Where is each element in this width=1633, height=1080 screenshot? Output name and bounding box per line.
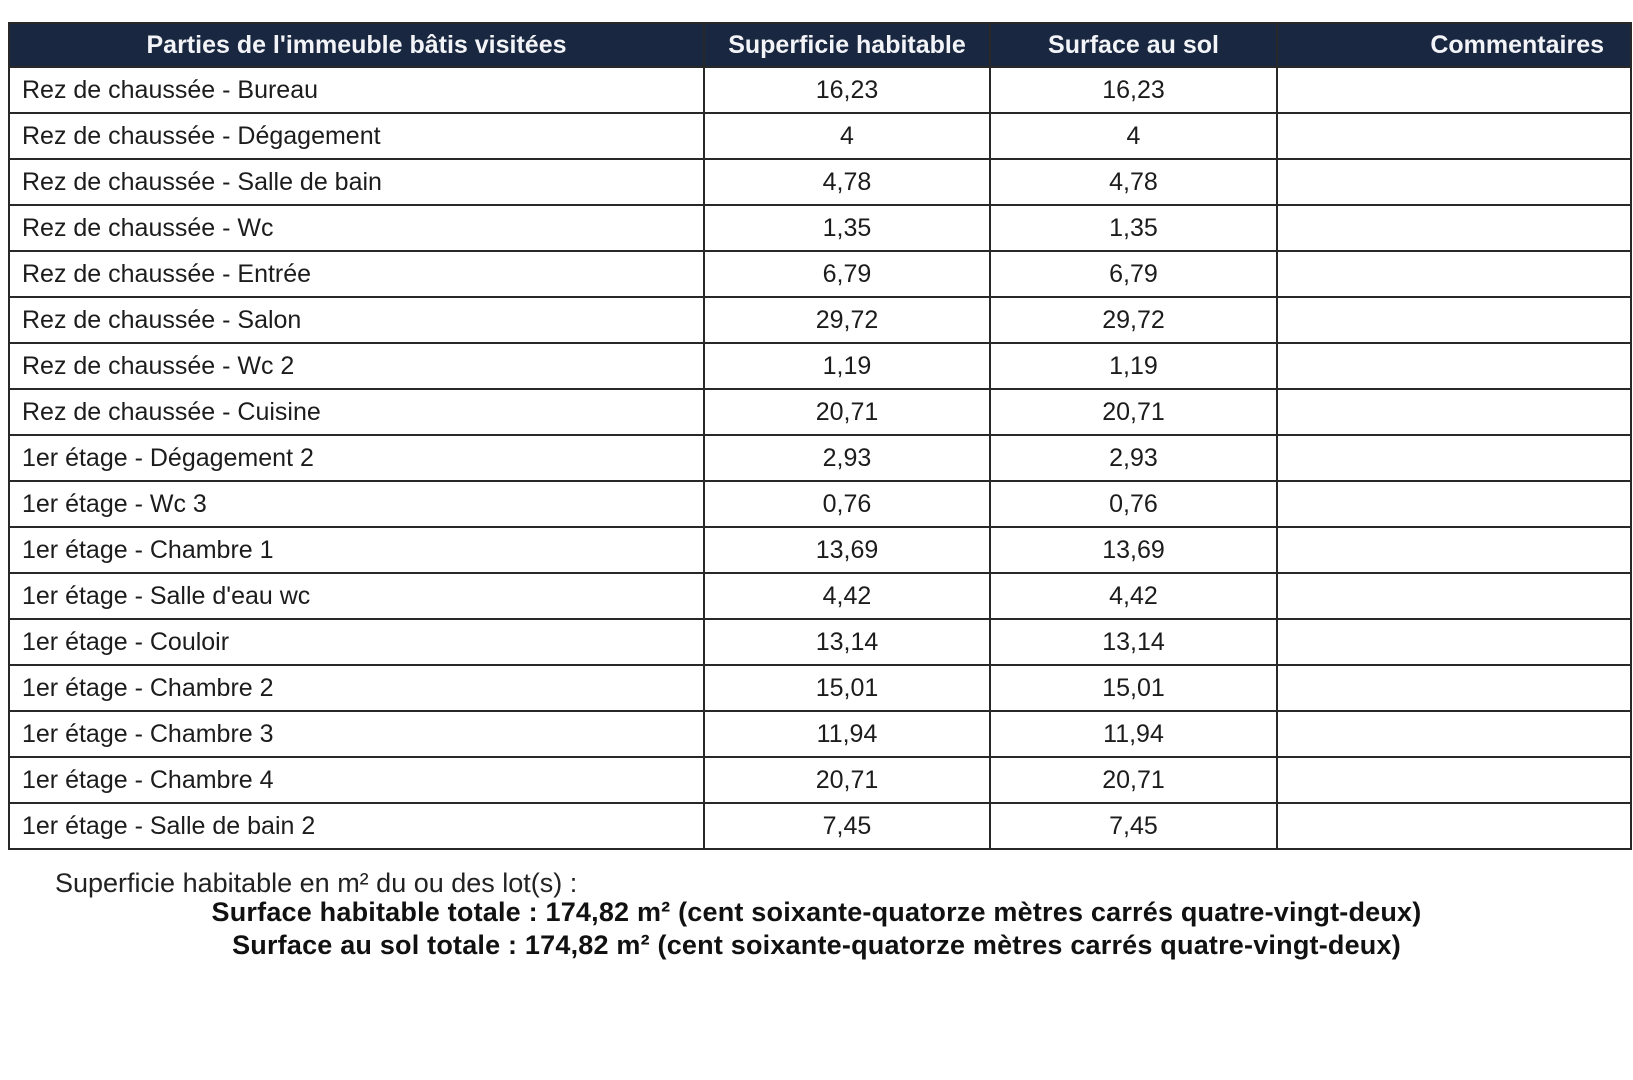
row-label: Rez de chaussée - Dégagement xyxy=(8,112,705,160)
row-surface-sol: 20,71 xyxy=(989,756,1278,804)
table-row: 1er étage - Chambre 2 15,01 15,01 xyxy=(8,664,1632,712)
row-superficie: 4 xyxy=(703,112,991,160)
table-row: 1er étage - Salle d'eau wc 4,42 4,42 xyxy=(8,572,1632,620)
row-label: Rez de chaussée - Entrée xyxy=(8,250,705,298)
header-row: Parties de l'immeuble bâtis visitées Sup… xyxy=(8,22,1632,68)
row-label: 1er étage - Dégagement 2 xyxy=(8,434,705,482)
row-surface-sol: 11,94 xyxy=(989,710,1278,758)
row-surface-sol: 4,42 xyxy=(989,572,1278,620)
table-row: 1er étage - Couloir 13,14 13,14 xyxy=(8,618,1632,666)
table-row: 1er étage - Dégagement 2 2,93 2,93 xyxy=(8,434,1632,482)
row-commentaire xyxy=(1276,158,1632,206)
row-commentaire xyxy=(1276,66,1632,114)
row-commentaire xyxy=(1276,480,1632,528)
row-superficie: 4,78 xyxy=(703,158,991,206)
row-superficie: 13,14 xyxy=(703,618,991,666)
row-superficie: 2,93 xyxy=(703,434,991,482)
row-surface-sol: 20,71 xyxy=(989,388,1278,436)
row-surface-sol: 7,45 xyxy=(989,802,1278,850)
table-header: Parties de l'immeuble bâtis visitées Sup… xyxy=(8,22,1632,68)
row-label: 1er étage - Chambre 4 xyxy=(8,756,705,804)
row-label: 1er étage - Chambre 2 xyxy=(8,664,705,712)
table-row: Rez de chaussée - Bureau 16,23 16,23 xyxy=(8,66,1632,114)
row-superficie: 15,01 xyxy=(703,664,991,712)
superficie-footnote: Superficie habitable en m² du ou des lot… xyxy=(55,868,578,898)
row-surface-sol: 15,01 xyxy=(989,664,1278,712)
row-label: Rez de chaussée - Salon xyxy=(8,296,705,344)
row-label: 1er étage - Salle d'eau wc xyxy=(8,572,705,620)
row-surface-sol: 2,93 xyxy=(989,434,1278,482)
row-surface-sol: 6,79 xyxy=(989,250,1278,298)
table-row: Rez de chaussée - Dégagement 4 4 xyxy=(8,112,1632,160)
row-commentaire xyxy=(1276,572,1632,620)
row-surface-sol: 4,78 xyxy=(989,158,1278,206)
row-superficie: 0,76 xyxy=(703,480,991,528)
row-superficie: 4,42 xyxy=(703,572,991,620)
table-row: Rez de chaussée - Wc 2 1,19 1,19 xyxy=(8,342,1632,390)
row-commentaire xyxy=(1276,526,1632,574)
row-surface-sol: 1,35 xyxy=(989,204,1278,252)
row-label: 1er étage - Wc 3 xyxy=(8,480,705,528)
row-commentaire xyxy=(1276,112,1632,160)
row-commentaire xyxy=(1276,388,1632,436)
row-commentaire xyxy=(1276,664,1632,712)
row-commentaire xyxy=(1276,342,1632,390)
header-surface-au-sol: Surface au sol xyxy=(989,22,1278,68)
row-superficie: 6,79 xyxy=(703,250,991,298)
row-commentaire xyxy=(1276,204,1632,252)
row-superficie: 20,71 xyxy=(703,388,991,436)
row-label: Rez de chaussée - Salle de bain xyxy=(8,158,705,206)
table-row: Rez de chaussée - Cuisine 20,71 20,71 xyxy=(8,388,1632,436)
row-label: Rez de chaussée - Wc xyxy=(8,204,705,252)
row-commentaire xyxy=(1276,434,1632,482)
row-commentaire xyxy=(1276,250,1632,298)
row-surface-sol: 29,72 xyxy=(989,296,1278,344)
total-surface-au-sol: Surface au sol totale : 174,82 m² (cent … xyxy=(232,930,1401,960)
row-commentaire xyxy=(1276,618,1632,666)
row-superficie: 29,72 xyxy=(703,296,991,344)
row-label: 1er étage - Chambre 1 xyxy=(8,526,705,574)
row-commentaire xyxy=(1276,710,1632,758)
row-label: Rez de chaussée - Bureau xyxy=(8,66,705,114)
row-superficie: 7,45 xyxy=(703,802,991,850)
header-superficie-habitable: Superficie habitable xyxy=(703,22,991,68)
total-surface-habitable: Surface habitable totale : 174,82 m² (ce… xyxy=(211,897,1422,927)
table-body: Rez de chaussée - Bureau 16,23 16,23 Rez de… xyxy=(8,66,1632,850)
row-surface-sol: 0,76 xyxy=(989,480,1278,528)
row-label: 1er étage - Chambre 3 xyxy=(8,710,705,758)
surface-area-table: Parties de l'immeuble bâtis visitées Sup… xyxy=(8,22,1632,850)
totals-block: Surface habitable totale : 174,82 m² (ce… xyxy=(0,896,1633,962)
row-commentaire xyxy=(1276,296,1632,344)
row-superficie: 16,23 xyxy=(703,66,991,114)
table-row: 1er étage - Wc 3 0,76 0,76 xyxy=(8,480,1632,528)
row-surface-sol: 13,69 xyxy=(989,526,1278,574)
table-row: 1er étage - Chambre 4 20,71 20,71 xyxy=(8,756,1632,804)
row-superficie: 1,35 xyxy=(703,204,991,252)
row-label: 1er étage - Couloir xyxy=(8,618,705,666)
table-row: Rez de chaussée - Wc 1,35 1,35 xyxy=(8,204,1632,252)
header-commentaires: Commentaires xyxy=(1276,22,1632,68)
row-superficie: 1,19 xyxy=(703,342,991,390)
row-label: Rez de chaussée - Cuisine xyxy=(8,388,705,436)
table-row: 1er étage - Salle de bain 2 7,45 7,45 xyxy=(8,802,1632,850)
row-surface-sol: 1,19 xyxy=(989,342,1278,390)
table-row: Rez de chaussée - Salle de bain 4,78 4,78 xyxy=(8,158,1632,206)
table-row: Rez de chaussée - Entrée 6,79 6,79 xyxy=(8,250,1632,298)
table-row: 1er étage - Chambre 3 11,94 11,94 xyxy=(8,710,1632,758)
row-superficie: 13,69 xyxy=(703,526,991,574)
row-surface-sol: 16,23 xyxy=(989,66,1278,114)
row-label: Rez de chaussée - Wc 2 xyxy=(8,342,705,390)
row-surface-sol: 4 xyxy=(989,112,1278,160)
row-commentaire xyxy=(1276,802,1632,850)
header-parts: Parties de l'immeuble bâtis visitées xyxy=(8,22,705,68)
row-surface-sol: 13,14 xyxy=(989,618,1278,666)
row-superficie: 11,94 xyxy=(703,710,991,758)
row-label: 1er étage - Salle de bain 2 xyxy=(8,802,705,850)
table-row: 1er étage - Chambre 1 13,69 13,69 xyxy=(8,526,1632,574)
table-row: Rez de chaussée - Salon 29,72 29,72 xyxy=(8,296,1632,344)
row-commentaire xyxy=(1276,756,1632,804)
row-superficie: 20,71 xyxy=(703,756,991,804)
